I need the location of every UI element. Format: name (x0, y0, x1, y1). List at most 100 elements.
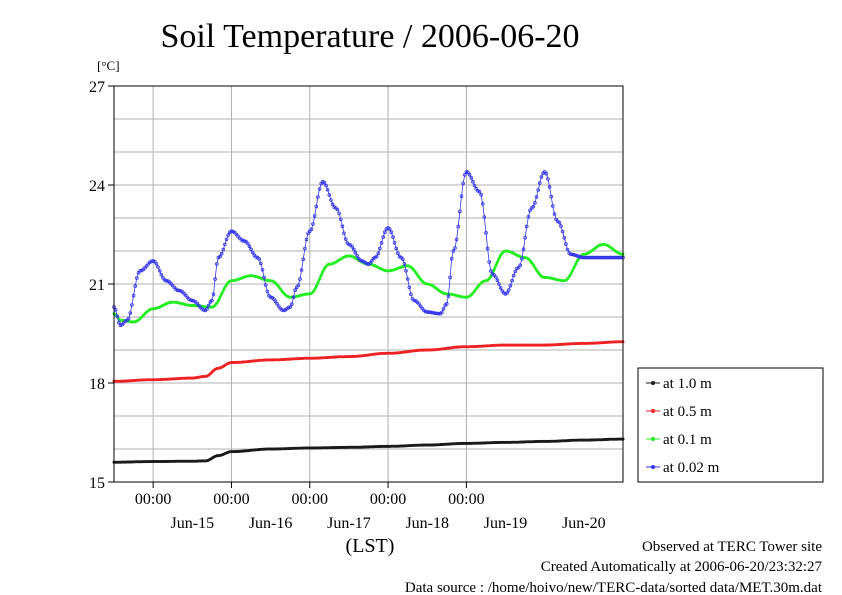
data-point (493, 275, 498, 279)
data-point (409, 292, 413, 297)
data-point (596, 255, 601, 260)
data-point (497, 282, 501, 286)
data-point (215, 262, 219, 266)
data-point (462, 173, 467, 177)
data-point (477, 189, 482, 194)
data-point (505, 291, 510, 295)
data-point (581, 255, 586, 260)
y-axis-ticks: 27 24 21 18 15 (89, 79, 114, 492)
data-point (281, 308, 286, 313)
data-point (229, 229, 234, 234)
x-tick-date-label: Jun-19 (484, 515, 528, 532)
legend-label: at 0.1 m (663, 432, 712, 448)
data-point (414, 271, 418, 275)
data-point (309, 227, 314, 232)
data-point (591, 255, 596, 260)
data-point (444, 301, 449, 306)
data-point (412, 268, 416, 272)
data-point (458, 209, 462, 214)
x-tick-time-label: 00:00 (135, 491, 171, 508)
data-point (417, 275, 421, 279)
data-point (280, 308, 284, 312)
x-tick-time-label: 00:00 (370, 491, 406, 508)
data-point (430, 310, 434, 315)
data-point (544, 171, 549, 176)
series-at-1-0-m (112, 437, 625, 464)
data-point (368, 261, 372, 266)
data-point (123, 319, 128, 323)
data-point (531, 263, 535, 267)
legend-swatch-marker (651, 409, 655, 413)
data-point (391, 235, 395, 239)
data-point (389, 230, 394, 235)
data-point (454, 237, 459, 242)
data-point (241, 238, 245, 243)
data-point (603, 255, 607, 260)
data-point (535, 268, 538, 272)
data-point (575, 254, 580, 258)
data-point (289, 302, 294, 307)
data-point (133, 284, 138, 288)
data-point (436, 311, 441, 316)
data-point (210, 298, 214, 303)
footer-data-source: Data source : /home/hoivo/new/TERC-data/… (405, 580, 823, 595)
x-tick-time-label: 00:00 (292, 491, 328, 508)
data-point (570, 269, 574, 273)
data-point (249, 247, 253, 252)
data-point (149, 259, 154, 264)
data-point (400, 257, 405, 262)
data-point (303, 246, 307, 251)
data-point (211, 292, 216, 297)
legend-label: at 0.02 m (663, 460, 720, 476)
data-point (224, 237, 229, 242)
x-tick-date-label: Jun-15 (171, 515, 215, 532)
footer-observed-site: Observed at TERC Tower site (642, 539, 822, 555)
data-point (254, 255, 258, 259)
data-point (205, 307, 209, 311)
data-point (510, 278, 514, 283)
x-tick-date-label: Jun-17 (327, 515, 371, 532)
grid-lines (114, 86, 623, 482)
data-point (520, 256, 524, 261)
data-point (215, 301, 219, 305)
data-point (441, 306, 446, 311)
data-point (206, 303, 211, 308)
data-point (280, 289, 284, 293)
data-point (250, 250, 255, 255)
data-point (190, 298, 195, 303)
data-point (459, 194, 464, 199)
data-point (221, 289, 225, 292)
data-point (338, 217, 343, 222)
data-point (425, 310, 430, 314)
data-point (557, 220, 562, 225)
data-point (226, 233, 231, 237)
data-point (298, 277, 302, 281)
data-point (177, 288, 182, 293)
data-point (467, 172, 472, 177)
data-point (138, 268, 142, 273)
data-point (330, 202, 335, 207)
data-point (301, 257, 306, 262)
data-point (351, 247, 356, 252)
data-point (611, 255, 615, 260)
data-point (570, 252, 575, 257)
y-tick-label: 24 (89, 178, 105, 195)
data-point (521, 247, 526, 252)
data-point (489, 269, 493, 273)
data-point (585, 255, 589, 260)
data-point (161, 275, 165, 280)
data-point (572, 266, 576, 269)
data-point (482, 215, 487, 219)
x-tick-time-label: 00:00 (448, 491, 484, 508)
data-point (415, 273, 419, 277)
data-point (378, 246, 382, 251)
data-point (593, 255, 598, 260)
data-point (342, 231, 346, 236)
data-point (260, 267, 265, 272)
data-point (286, 305, 291, 310)
data-point (449, 256, 454, 261)
data-point (499, 253, 503, 257)
data-point (135, 276, 139, 280)
data-point (536, 270, 540, 274)
